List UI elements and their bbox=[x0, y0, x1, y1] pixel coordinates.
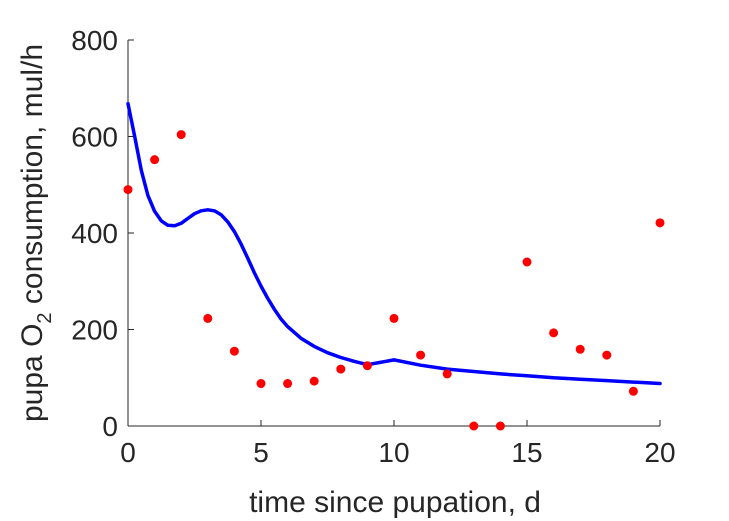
data-point bbox=[575, 344, 585, 354]
x-tick-label: 0 bbox=[120, 437, 136, 468]
data-point bbox=[203, 313, 213, 323]
y-axis-label-suffix: consumption, mul/h bbox=[16, 44, 49, 312]
x-axis-label: time since pupation, d bbox=[249, 486, 541, 519]
data-point bbox=[655, 218, 665, 228]
y-axis-label: pupa O2 consumption, mul/h bbox=[16, 44, 56, 422]
data-point bbox=[442, 369, 452, 379]
y-tick-label: 0 bbox=[102, 411, 118, 442]
model-curve bbox=[126, 101, 662, 386]
y-tick-label: 400 bbox=[71, 218, 118, 249]
data-point bbox=[628, 386, 638, 396]
x-tick-label: 5 bbox=[253, 437, 269, 468]
y-tick-label: 200 bbox=[71, 315, 118, 346]
data-point bbox=[256, 379, 266, 389]
x-tick-label: 15 bbox=[511, 437, 542, 468]
y-tick-label: 800 bbox=[71, 25, 118, 56]
data-point bbox=[176, 130, 186, 140]
data-point bbox=[362, 361, 372, 371]
y-axis-label-prefix: pupa O bbox=[16, 324, 49, 422]
axis-labels: time since pupation, d pupa O2 consumpti… bbox=[16, 44, 541, 519]
data-point bbox=[522, 257, 532, 267]
data-point bbox=[469, 421, 479, 431]
data-point bbox=[150, 155, 160, 165]
data-point bbox=[416, 350, 426, 360]
data-point bbox=[123, 185, 133, 195]
y-tick-label: 600 bbox=[71, 122, 118, 153]
x-tick-label: 10 bbox=[378, 437, 409, 468]
data-point bbox=[549, 328, 559, 338]
data-point bbox=[229, 346, 239, 356]
y-axis-label-subscript: 2 bbox=[34, 312, 56, 323]
x-tick-label: 20 bbox=[644, 437, 675, 468]
data-point bbox=[283, 379, 293, 389]
data-point bbox=[602, 350, 612, 360]
data-point bbox=[309, 376, 319, 386]
data-point bbox=[495, 421, 505, 431]
data-point bbox=[336, 364, 346, 374]
data-point bbox=[389, 313, 399, 323]
plot-area bbox=[123, 101, 665, 431]
